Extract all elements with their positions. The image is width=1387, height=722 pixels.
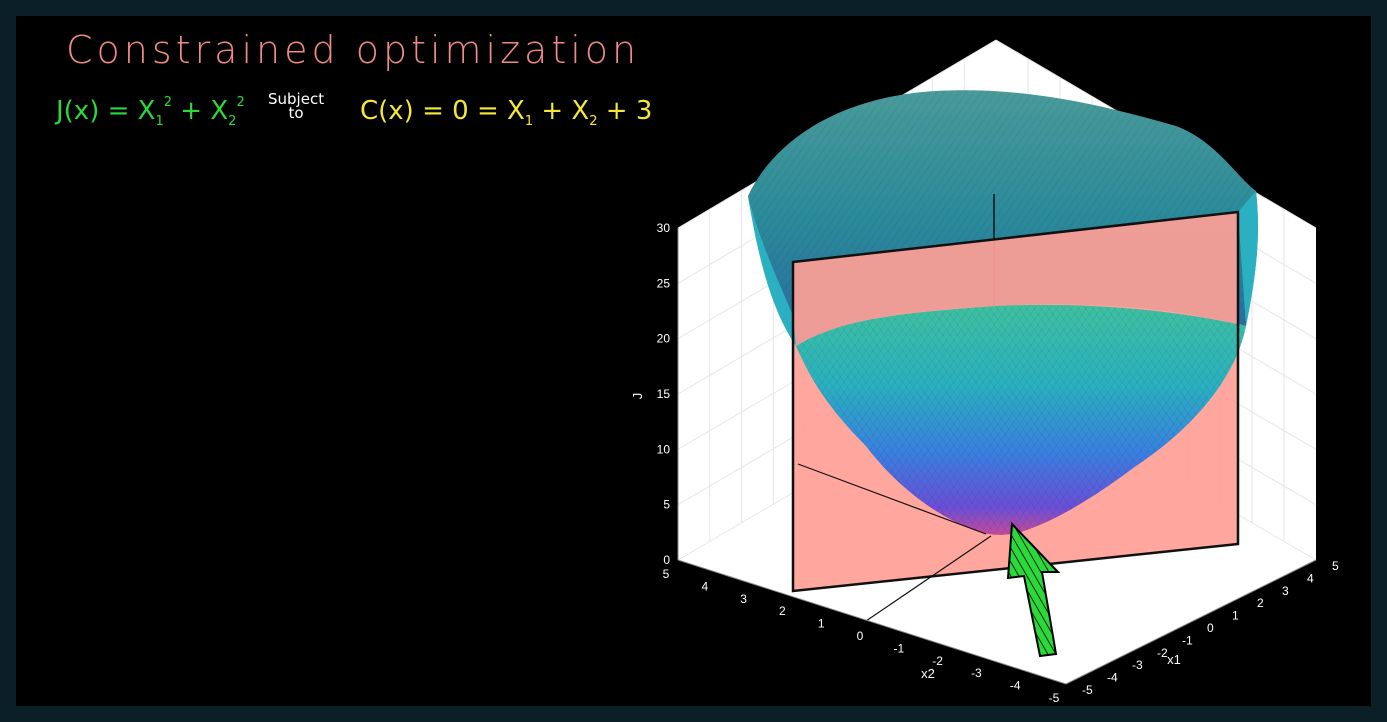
objective-sub1: 1 xyxy=(155,114,164,130)
x2-tick-label: -5 xyxy=(1049,691,1060,705)
x1-tick-labels: -5 -4 -3 -2 -1 0 1 2 3 4 5 xyxy=(1082,559,1339,697)
objective-equation: J(x) = X12 + X22 xyxy=(56,95,245,130)
minimum-arrow xyxy=(1006,521,1061,658)
x1-tick-label: 4 xyxy=(1307,571,1314,585)
x1-axis-label: x1 xyxy=(1167,652,1181,667)
floor-line-x1 xyxy=(797,463,987,535)
x1-tick-label: -5 xyxy=(1082,683,1093,697)
x1-tick-label: 3 xyxy=(1282,584,1289,598)
x2-axis-line xyxy=(677,559,1067,685)
x1-tick-label: 1 xyxy=(1232,609,1239,623)
x2-tick-label: 2 xyxy=(779,604,786,618)
z-tick-label: 10 xyxy=(657,442,671,456)
x2-tick-label: 5 xyxy=(663,567,670,581)
x2-tick-label: -3 xyxy=(971,666,982,680)
x2-axis-label: x2 xyxy=(921,666,935,681)
objective-lhs: J(x) = X xyxy=(56,96,156,126)
x1-tick-label: 2 xyxy=(1257,596,1264,610)
constraint-plus: + X xyxy=(533,96,590,126)
objective-plus: + X xyxy=(172,96,229,126)
constraint-tail: + 3 xyxy=(597,96,653,126)
x2-tick-label: 0 xyxy=(857,629,864,643)
x1-tick-label: -2 xyxy=(1157,646,1168,660)
whiteboard-canvas: Constrained optimization J(x) = X12 + X2… xyxy=(16,16,1371,706)
objective-sup1: 2 xyxy=(163,95,173,111)
constraint-sub2: 2 xyxy=(589,114,598,130)
constraint-lhs: C(x) = 0 = X xyxy=(360,96,525,126)
z-tick-label: 30 xyxy=(657,221,671,235)
x2-tick-labels: 5 4 3 2 1 0 -1 -2 -3 -4 -5 xyxy=(663,567,1060,705)
x1-tick-label: -1 xyxy=(1182,633,1193,647)
x1-tick-label: 5 xyxy=(1332,559,1339,573)
surface-left-wall xyxy=(748,196,796,346)
x2-tick-label: -1 xyxy=(893,641,904,655)
z-tick-label: 25 xyxy=(657,276,671,290)
surface-front-mesh-cross xyxy=(796,304,1246,535)
page-title: Constrained optimization xyxy=(66,28,641,72)
x2-tick-label: -2 xyxy=(932,654,943,668)
constraint-sub1: 1 xyxy=(524,114,534,130)
x1-tick-label: -3 xyxy=(1132,658,1143,672)
x1-tick-label: -4 xyxy=(1107,671,1118,685)
x1-axis-line xyxy=(1065,559,1317,685)
x2-tick-label: 4 xyxy=(701,579,708,593)
z-tick-labels: 0 5 10 15 20 25 30 xyxy=(657,221,671,567)
z-tick-label: 0 xyxy=(663,553,670,567)
surface-right-wall xyxy=(1238,191,1258,326)
constraint-plane-outline xyxy=(791,210,1240,593)
subject-to-label: Subject to xyxy=(268,90,325,122)
x2-tick-label: 1 xyxy=(818,617,825,631)
z-tick-label: 20 xyxy=(657,332,671,346)
floor-line-x2 xyxy=(865,535,992,622)
x2-tick-label: 3 xyxy=(740,592,747,606)
z-axis-label: J xyxy=(630,393,645,400)
objective-sub2: 2 xyxy=(228,114,237,130)
z-tick-label: 15 xyxy=(657,387,671,401)
constraint-equation: C(x) = 0 = X1 + X2 + 3 xyxy=(360,96,652,129)
x1-tick-label: 0 xyxy=(1207,621,1214,635)
z-tick-label: 5 xyxy=(663,498,670,512)
x2-tick-label: -4 xyxy=(1010,679,1021,693)
objective-sup2: 2 xyxy=(236,95,245,111)
